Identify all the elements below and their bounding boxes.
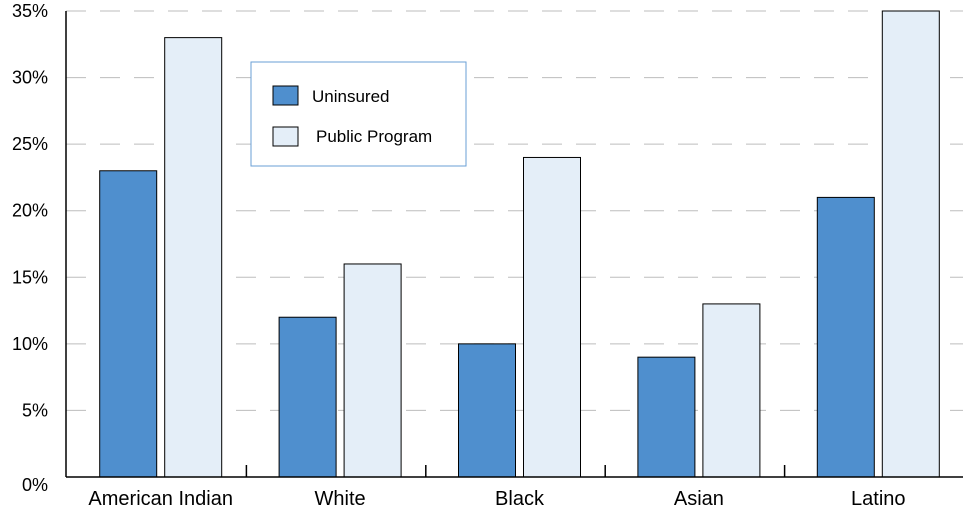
bar-uninsured <box>638 357 695 477</box>
x-axis-labels: American Indian White Black Asian Latino <box>88 488 905 510</box>
bars <box>100 11 940 477</box>
x-tick-label: Black <box>495 488 545 510</box>
y-axis-ticks: 0% 5% 10% 15% 20% 25% 30% 35% <box>12 1 48 495</box>
x-tick-label: Latino <box>851 488 906 510</box>
bar-public-program <box>882 11 939 477</box>
y-tick-label: 5% <box>22 400 48 420</box>
legend-box <box>251 62 466 166</box>
x-tick-label: Asian <box>674 488 724 510</box>
bar-public-program <box>524 157 581 477</box>
x-tick-label: White <box>315 488 366 510</box>
legend-swatch-public-program <box>273 127 298 146</box>
legend: Uninsured Public Program <box>251 62 466 166</box>
bar-public-program <box>344 264 401 477</box>
y-tick-label: 0% <box>22 475 48 495</box>
y-tick-label: 25% <box>12 134 48 154</box>
bar-uninsured <box>817 197 874 477</box>
bar-uninsured <box>459 344 516 477</box>
y-tick-label: 30% <box>12 68 48 88</box>
y-tick-label: 15% <box>12 267 48 287</box>
bar-public-program <box>703 304 760 477</box>
bar-uninsured <box>100 171 157 477</box>
y-tick-label: 20% <box>12 201 48 221</box>
y-tick-label: 35% <box>12 1 48 21</box>
legend-label-public-program: Public Program <box>316 127 432 146</box>
x-tick-label: American Indian <box>88 488 233 510</box>
y-tick-label: 10% <box>12 334 48 354</box>
bar-public-program <box>165 38 222 477</box>
legend-label-uninsured: Uninsured <box>312 87 390 106</box>
legend-swatch-uninsured <box>273 86 298 105</box>
bar-uninsured <box>279 317 336 477</box>
